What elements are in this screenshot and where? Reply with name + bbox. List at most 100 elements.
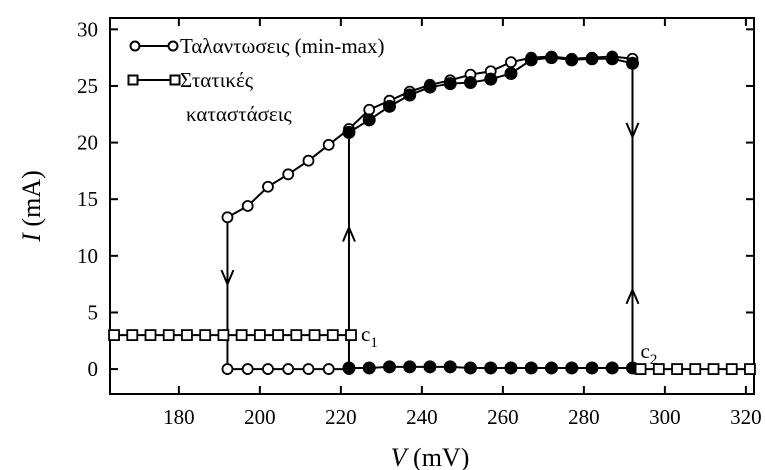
data-point-filled-circle — [463, 76, 477, 90]
annotation-c1-subscript: 1 — [370, 335, 378, 351]
data-point-open-square — [217, 329, 230, 342]
data-point-open-square — [326, 329, 339, 342]
data-point-filled-circle — [625, 56, 639, 70]
annotation-c2: c2 — [640, 339, 657, 368]
data-point-open-circle — [221, 211, 234, 224]
x-tick-label: 180 — [163, 405, 195, 429]
annotations: c1 c2 — [361, 322, 657, 368]
data-point-open-circle — [262, 363, 274, 375]
legend-static-marker — [127, 74, 181, 86]
y-tick-label: 5 — [88, 300, 99, 324]
data-point-filled-circle — [382, 360, 396, 374]
y-tick-label: 10 — [77, 244, 98, 268]
data-point-filled-circle — [484, 72, 498, 86]
data-point-open-square — [199, 329, 212, 342]
y-tick-label: 25 — [77, 74, 98, 98]
data-point-open-circle — [505, 56, 517, 69]
y-axis-label: I (mA) — [17, 170, 46, 243]
legend-static-label-line1: Στατικές — [180, 68, 254, 92]
data-point-open-circle — [221, 363, 234, 375]
data-point-open-square — [671, 363, 683, 375]
data-point-open-square — [108, 329, 120, 342]
annotation-c2-letter: c — [640, 339, 649, 363]
data-point-filled-circle — [342, 361, 356, 375]
data-point-open-square — [235, 329, 248, 342]
data-point-filled-circle — [544, 361, 558, 375]
data-point-open-circle — [302, 363, 315, 375]
data-point-filled-circle — [544, 51, 558, 65]
data-point-open-circle — [282, 168, 295, 181]
x-tick-label: 300 — [649, 405, 681, 429]
data-point-open-square — [272, 329, 284, 342]
annotation-c2-subscript: 2 — [650, 352, 658, 368]
data-point-filled-circle — [565, 53, 579, 67]
x-tick-label: 200 — [244, 405, 276, 429]
plot-frame — [109, 17, 755, 395]
data-point-filled-circle — [504, 361, 518, 375]
x-axis-label-unit: (mV) — [407, 443, 470, 470]
legend-oscillations-marker — [129, 40, 179, 52]
y-tick-label: 15 — [77, 187, 98, 211]
x-tick-label: 240 — [406, 405, 438, 429]
data-point-open-circle — [262, 180, 274, 193]
data-point-open-square — [744, 363, 756, 375]
x-axis-label: V (mV) — [391, 443, 470, 470]
data-point-filled-circle — [403, 360, 417, 374]
data-point-filled-circle — [382, 99, 396, 113]
data-point-open-square — [162, 329, 175, 342]
y-tick-label: 30 — [77, 17, 98, 41]
annotation-c1-letter: c — [361, 322, 370, 346]
x-tick-label: 320 — [730, 405, 762, 429]
data-series — [108, 50, 756, 375]
data-point-filled-circle — [585, 52, 599, 66]
data-point-filled-circle — [463, 361, 477, 375]
data-point-open-square — [181, 329, 193, 342]
data-point-open-circle — [302, 154, 315, 167]
data-point-open-circle — [322, 138, 335, 151]
data-point-open-square — [290, 329, 303, 342]
data-point-open-square — [707, 363, 720, 375]
data-point-filled-circle — [423, 80, 437, 94]
y-tick-label: 20 — [77, 131, 98, 155]
y-axis-label-unit: (mA) — [17, 170, 46, 233]
x-axis-label-var: V — [391, 443, 410, 470]
data-point-filled-circle — [605, 52, 619, 66]
data-point-open-square — [253, 329, 266, 342]
data-point-filled-circle — [443, 360, 457, 374]
data-point-filled-circle — [585, 361, 599, 375]
transition-arrow — [220, 269, 235, 287]
data-point-open-square — [689, 363, 702, 375]
data-point-open-square — [308, 329, 321, 342]
data-point-filled-circle — [362, 361, 376, 375]
data-point-open-square — [725, 363, 738, 375]
x-tick-label: 260 — [487, 405, 519, 429]
data-point-open-square — [345, 329, 357, 342]
data-point-filled-circle — [605, 361, 619, 375]
data-point-open-square — [634, 363, 647, 375]
legend-static-label-line2: καταστάσεις — [186, 102, 292, 126]
x-tick-label: 280 — [568, 405, 600, 429]
data-point-open-circle — [241, 363, 254, 375]
transition-arrow — [342, 224, 356, 242]
data-point-filled-circle — [524, 361, 538, 375]
data-point-open-circle — [282, 363, 295, 375]
data-point-filled-circle — [362, 113, 376, 127]
data-point-filled-circle — [403, 88, 417, 102]
data-point-filled-circle — [443, 77, 457, 91]
data-point-filled-circle — [504, 66, 518, 80]
legend-oscillations-label: Ταλαντωσεις (min-max) — [180, 34, 384, 58]
data-point-open-square — [144, 329, 157, 342]
data-point-filled-circle — [484, 361, 498, 375]
x-tick-label: 220 — [325, 405, 357, 429]
data-point-filled-circle — [342, 125, 356, 139]
y-axis-label-var: I — [17, 232, 46, 243]
annotation-c1: c1 — [361, 322, 378, 351]
data-point-filled-circle — [565, 361, 579, 375]
data-point-open-square — [652, 363, 665, 375]
data-point-open-square — [126, 329, 139, 342]
axis-ticks: 180 200 220 240 260 280 300 320 0 5 10 15 20 25 30 — [77, 17, 762, 429]
transition-arrow — [625, 287, 640, 305]
y-tick-label: 0 — [88, 357, 99, 381]
data-point-filled-circle — [524, 53, 538, 67]
